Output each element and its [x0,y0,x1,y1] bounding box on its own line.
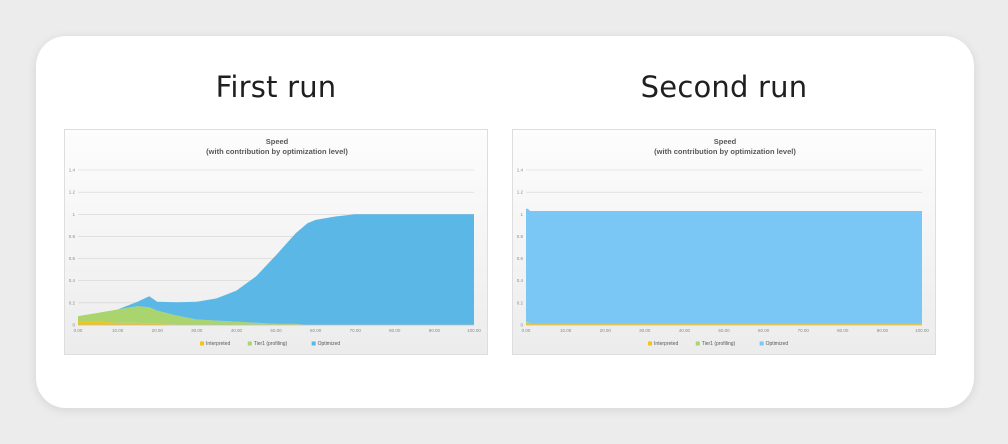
second-run-chart-title: Speed [714,137,737,146]
first-run-y-tick-label: 0 [72,323,75,328]
first-run-heading: First run [215,70,337,104]
first-run-chart: Speed (with contribution by optimization … [64,129,488,355]
second-run-x-tick-label: 30.00 [639,328,651,333]
second-run-legend-label: Optimized [766,341,789,347]
first-run-legend-label: Optimized [318,341,341,347]
first-run-series-1-area [78,306,474,325]
first-run-y-tick-label: 1.2 [69,190,76,195]
second-run-x-tick-label: 80.00 [837,328,849,333]
second-run-x-tick-label: 0.00 [522,328,531,333]
second-run-y-tick-label: 1 [520,212,523,217]
second-run-chart: Speed (with contribution by optimization … [512,129,936,355]
slide-card: First run Speed (with contribution by opt… [36,36,974,408]
first-run-y-tick-label: 0.6 [69,256,76,261]
second-run-series-2-area [526,208,922,324]
second-run-y-tick-label: 0.6 [517,256,524,261]
first-run-legend-swatch [247,341,252,346]
second-run-x-tick-label: 100.00 [915,328,929,333]
second-run-legend-swatch [695,341,700,346]
second-run-x-tick-label: 10.00 [560,328,572,333]
second-run-panel: Second run Speed (with contribution by op… [512,36,936,408]
first-run-y-tick-label: 1 [72,212,75,217]
first-run-legend-swatch [200,341,205,346]
second-run-x-tick-label: 70.00 [798,328,810,333]
first-run-x-tick-label: 0.00 [74,328,83,333]
first-run-chart-svg: Speed(with contribution by optimization … [69,137,482,347]
first-run-x-tick-label: 30.00 [191,328,203,333]
first-run-y-tick-label: 0.8 [69,234,76,239]
second-run-x-tick-label: 90.00 [877,328,889,333]
second-run-legend-label: Interpreted [654,341,678,347]
first-run-chart-title: Speed [266,137,289,146]
first-run-series-2-area [78,214,474,325]
first-run-y-tick-label: 0.2 [69,300,76,305]
second-run-x-tick-label: 20.00 [600,328,612,333]
second-run-x-tick-label: 40.00 [679,328,691,333]
first-run-legend-label: Tier1 (profiling) [254,341,288,347]
first-run-x-tick-label: 70.00 [350,328,362,333]
second-run-y-tick-label: 0.8 [517,234,524,239]
first-run-legend-swatch [311,341,316,346]
first-run-y-tick-label: 1.4 [69,168,76,173]
second-run-y-tick-label: 1.2 [517,190,524,195]
first-run-x-tick-label: 50.00 [270,328,282,333]
first-run-x-tick-label: 90.00 [429,328,441,333]
first-run-x-tick-label: 40.00 [231,328,243,333]
first-run-x-tick-label: 10.00 [112,328,124,333]
second-run-y-tick-label: 0 [520,323,523,328]
first-run-panel: First run Speed (with contribution by opt… [64,36,488,408]
second-run-x-tick-label: 50.00 [718,328,730,333]
first-run-chart-subtitle: (with contribution by optimization level… [206,147,348,156]
second-run-legend-swatch [648,341,653,346]
second-run-chart-subtitle: (with contribution by optimization level… [654,147,796,156]
first-run-x-tick-label: 60.00 [310,328,322,333]
second-run-chart-svg: Speed(with contribution by optimization … [517,137,930,347]
second-run-y-tick-label: 0.4 [517,278,524,283]
second-run-y-tick-label: 0.2 [517,300,524,305]
second-run-heading: Second run [640,70,808,104]
first-run-x-tick-label: 20.00 [152,328,164,333]
first-run-legend-label: Interpreted [206,341,230,347]
first-run-y-tick-label: 0.4 [69,278,76,283]
first-run-x-tick-label: 100.00 [467,328,481,333]
first-run-x-tick-label: 80.00 [389,328,401,333]
second-run-x-tick-label: 60.00 [758,328,770,333]
second-run-legend-label: Tier1 (profiling) [702,341,736,347]
second-run-legend-swatch [759,341,764,346]
second-run-y-tick-label: 1.4 [517,168,524,173]
